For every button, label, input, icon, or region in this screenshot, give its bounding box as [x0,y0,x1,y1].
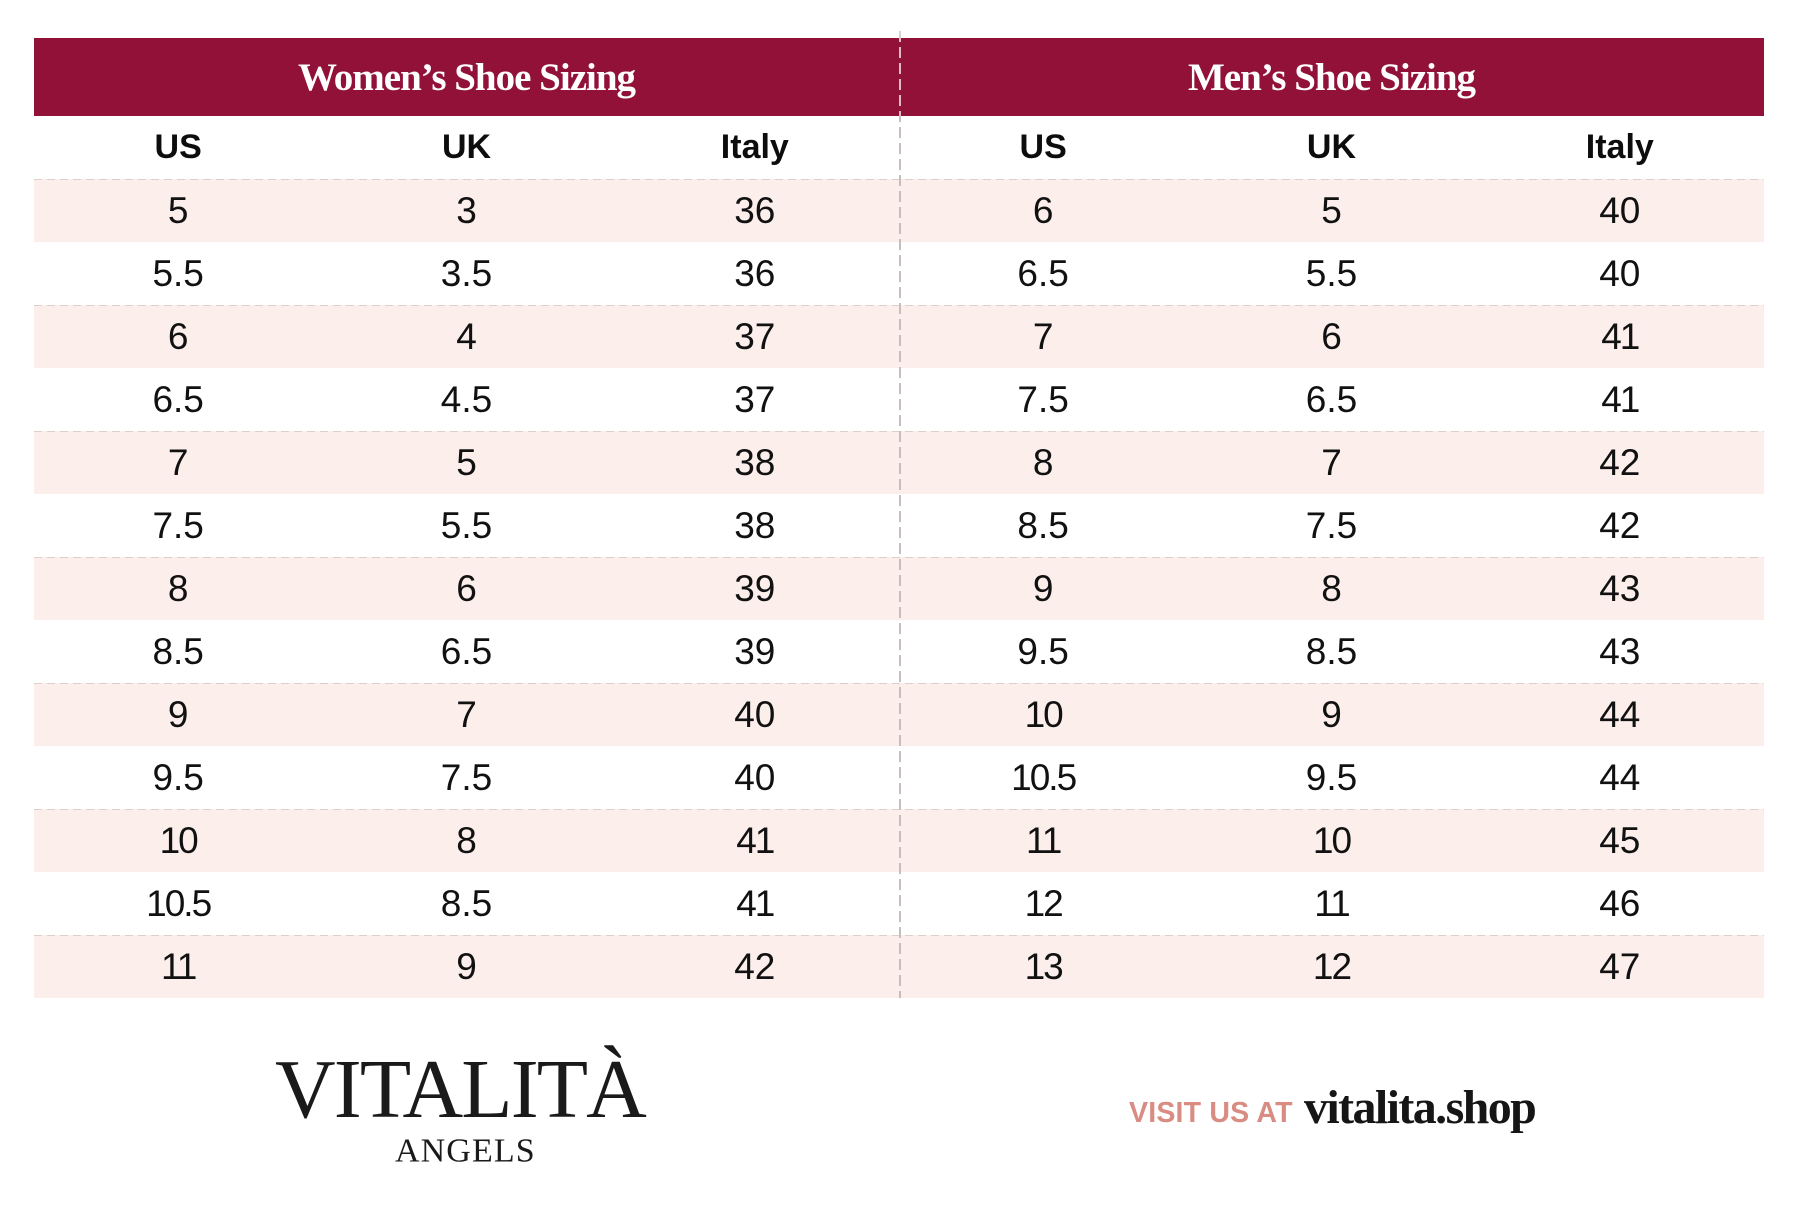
svg-text:ANGELS: ANGELS [395,1133,536,1170]
svg-text:vitalita.shop: vitalita.shop [1304,1081,1535,1134]
svg-text:VISIT US AT: VISIT US AT [1129,1097,1293,1129]
svg-text:VITALITÀ: VITALITÀ [275,1043,647,1136]
